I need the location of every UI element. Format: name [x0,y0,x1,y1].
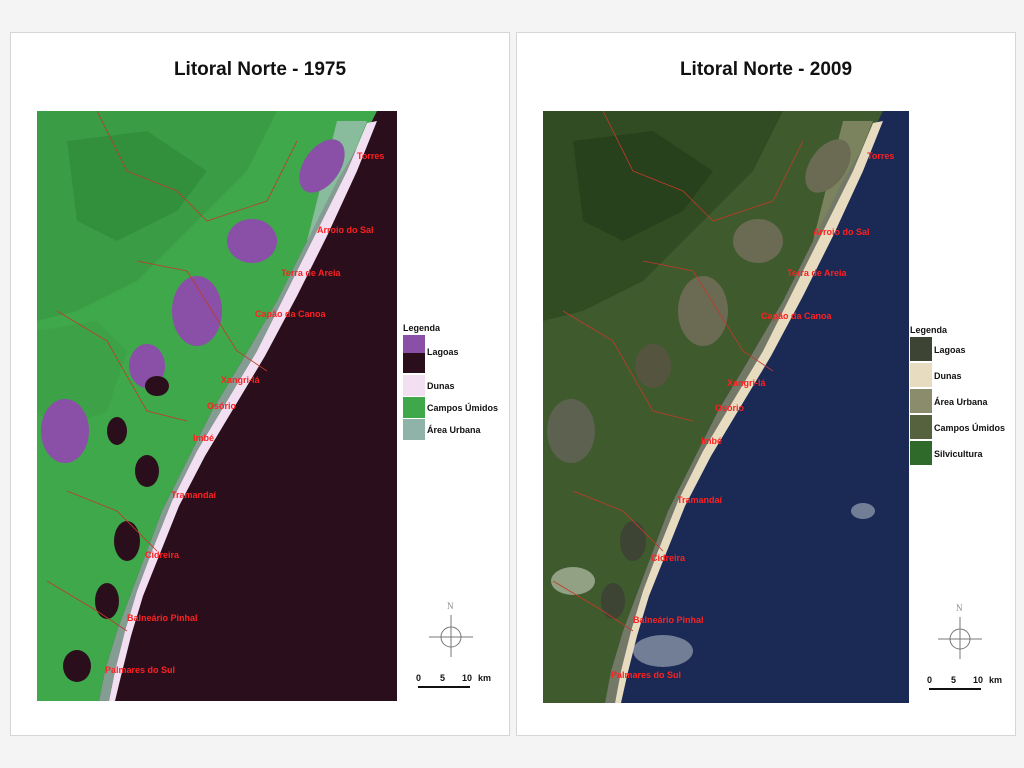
place-label: Capão da Canoa [761,311,833,321]
lake [172,276,222,346]
dunes-strip [109,121,377,701]
map-title: Litoral Norte - 1975 [173,59,347,80]
place-label: Palmares do Sul [611,670,681,680]
place-label: Imbé [701,436,722,446]
legend-label: Dunas [427,381,455,391]
scale-bar: 0 5 10 km [416,673,496,695]
scale-tick: 10 [973,675,984,685]
place-label: Tramandaí [677,495,723,505]
place-label: Torres [357,151,384,161]
place-label: Tramandaí [171,490,217,500]
legend-swatch [910,337,932,361]
north-arrow-icon: N [429,601,473,657]
place-label: Capão da Canoa [255,309,327,319]
lake [547,399,595,463]
scale-tick: 5 [440,673,446,683]
north-letter: N [447,601,454,611]
place-label: Osório [715,403,745,413]
legend-heading: Legenda [403,323,441,333]
scale-tick: 10 [462,673,473,683]
legend-swatch [910,415,932,439]
lake [299,139,345,193]
place-label: Osório [207,401,237,411]
scale-tick: 0 [416,673,422,683]
legend-label: Área Urbana [934,397,988,407]
satellite-map-2009: Torres Arroio do Sal Terra de Areia Capã… [543,111,909,703]
map-panel-2009: Litoral Norte - 2009 Torres Arroio do Sa… [516,32,1016,736]
legend-heading: Legenda [910,325,948,335]
lake [733,219,783,263]
legend-swatch [403,335,425,353]
legend-item: Dunas [403,375,455,397]
legend-item: Dunas [910,363,962,389]
place-label: Palmares do Sul [105,665,175,675]
lake [227,219,277,263]
scale-unit: km [478,673,492,683]
lake [41,399,89,463]
north-arrow-icon: N [938,603,982,659]
place-label: Cidreira [145,550,180,560]
scale-bar: 0 5 10 km [927,675,1007,697]
place-label: Arroio do Sal [317,225,374,235]
legend: Legenda Lagoas Dunas Campos Úmidos Área … [403,323,498,441]
scale-unit: km [989,675,1003,685]
place-label: Terra de Areia [787,268,848,278]
place-label: Balneário Pinhal [633,615,704,625]
place-label: Balneário Pinhal [127,613,198,623]
legend-item: Campos Úmidos [403,397,498,419]
legend-swatch [910,363,932,387]
satellite-map-1975: Torres Arroio do Sal Terra de Areia Capã… [37,111,397,701]
legend-label: Campos Úmidos [934,423,1006,433]
legend-item: Área Urbana [910,389,988,415]
lake [678,276,728,346]
legend-label: Campos Úmidos [427,403,499,413]
legend-item: Silvicultura [910,441,983,467]
place-label: Torres [867,151,894,161]
lake [635,344,671,388]
legend-item: Lagoas [403,335,459,375]
legend-swatch [910,441,932,465]
place-label: Terra de Areia [281,268,342,278]
legend-swatch [403,419,425,440]
scale-tick: 0 [927,675,933,685]
legend-label: Lagoas [934,345,966,355]
legend-item: Área Urbana [403,419,481,441]
legend-label: Área Urbana [427,425,481,435]
legend: Legenda Lagoas Dunas Área Urbana Campos … [910,325,1005,467]
legend-swatch [403,375,425,396]
dunes-strip [615,121,883,703]
legend-label: Lagoas [427,347,459,357]
legend-label: Silvicultura [934,449,983,459]
place-label: Xangri-lá [727,378,767,388]
place-label: Imbé [193,433,214,443]
place-label: Arroio do Sal [813,227,870,237]
legend-swatch [403,397,425,418]
legend-label: Dunas [934,371,962,381]
legend-item: Campos Úmidos [910,415,1005,441]
scale-tick: 5 [951,675,957,685]
legend-swatch [403,353,425,373]
place-label: Cidreira [651,553,686,563]
place-label: Xangri-lá [221,375,261,385]
map-panel-1975: Litoral Norte - 1975 Torres Arroio do Sa… [10,32,510,736]
legend-swatch [910,389,932,413]
map-title: Litoral Norte - 2009 [679,59,853,80]
lake [805,139,851,193]
legend-item: Lagoas [910,337,966,363]
north-letter: N [956,603,963,613]
